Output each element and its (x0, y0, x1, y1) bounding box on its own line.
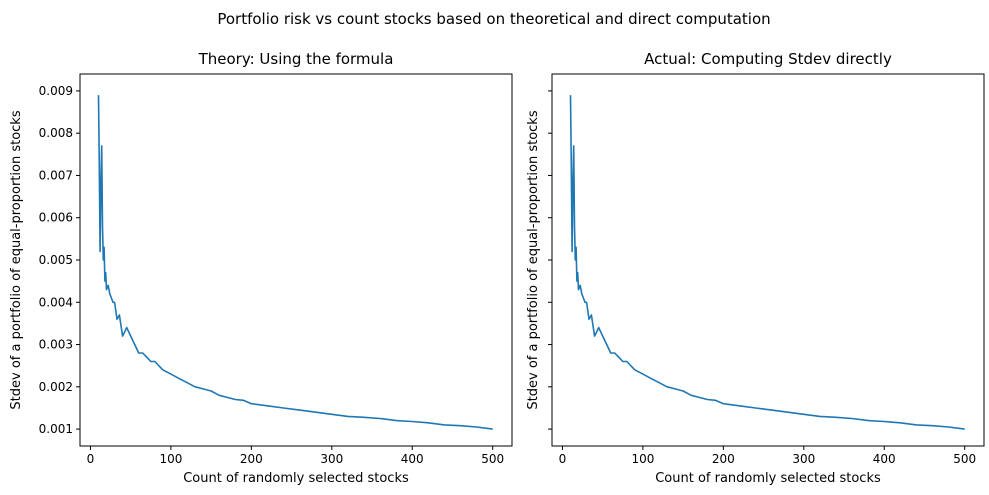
x-tick-label: 300 (792, 452, 815, 466)
y-tick-label: 0.008 (39, 126, 73, 140)
series-line (569, 95, 965, 430)
x-tick-label: 100 (159, 452, 182, 466)
x-tick-label: 400 (401, 452, 424, 466)
y-tick-label: 0.003 (39, 338, 73, 352)
subplot-title: Actual: Computing Stdev directly (644, 50, 892, 68)
subplot-theory: Theory: Using the formula 0 100 200 300 400 50… (9, 50, 513, 486)
y-tick-label: 0.007 (39, 168, 73, 182)
x-tick-label: 500 (953, 452, 976, 466)
x-tick-label: 0 (87, 452, 95, 466)
y-tick-label: 0.002 (39, 380, 73, 394)
series-line (97, 95, 493, 430)
y-tick-label: 0.004 (39, 295, 73, 309)
y-tick-label: 0.001 (39, 422, 73, 436)
x-tick-label: 200 (712, 452, 735, 466)
y-axis-label: Stdev of a portfolio of equal-proportion… (526, 110, 541, 409)
x-tick-label: 300 (320, 452, 343, 466)
x-tick-label: 500 (481, 452, 504, 466)
y-tick-label: 0.009 (39, 84, 73, 98)
y-tick-label: 0.006 (39, 211, 73, 225)
x-tick-label: 200 (240, 452, 263, 466)
x-axis-label: Count of randomly selected stocks (183, 471, 409, 486)
x-tick-label: 400 (873, 452, 896, 466)
y-tick-label: 0.005 (39, 253, 73, 267)
axes-frame (79, 73, 513, 447)
x-axis-label: Count of randomly selected stocks (655, 471, 881, 486)
figure-title: Portfolio risk vs count stocks based on … (217, 10, 770, 28)
x-tick-label: 0 (559, 452, 567, 466)
y-axis-label: Stdev of a portfolio of equal-proportion… (9, 110, 24, 409)
axes-frame (551, 73, 985, 447)
subplot-title: Theory: Using the formula (198, 50, 394, 68)
x-tick-label: 100 (631, 452, 654, 466)
subplot-actual: Actual: Computing Stdev directly 0 100 200 3… (526, 50, 985, 486)
